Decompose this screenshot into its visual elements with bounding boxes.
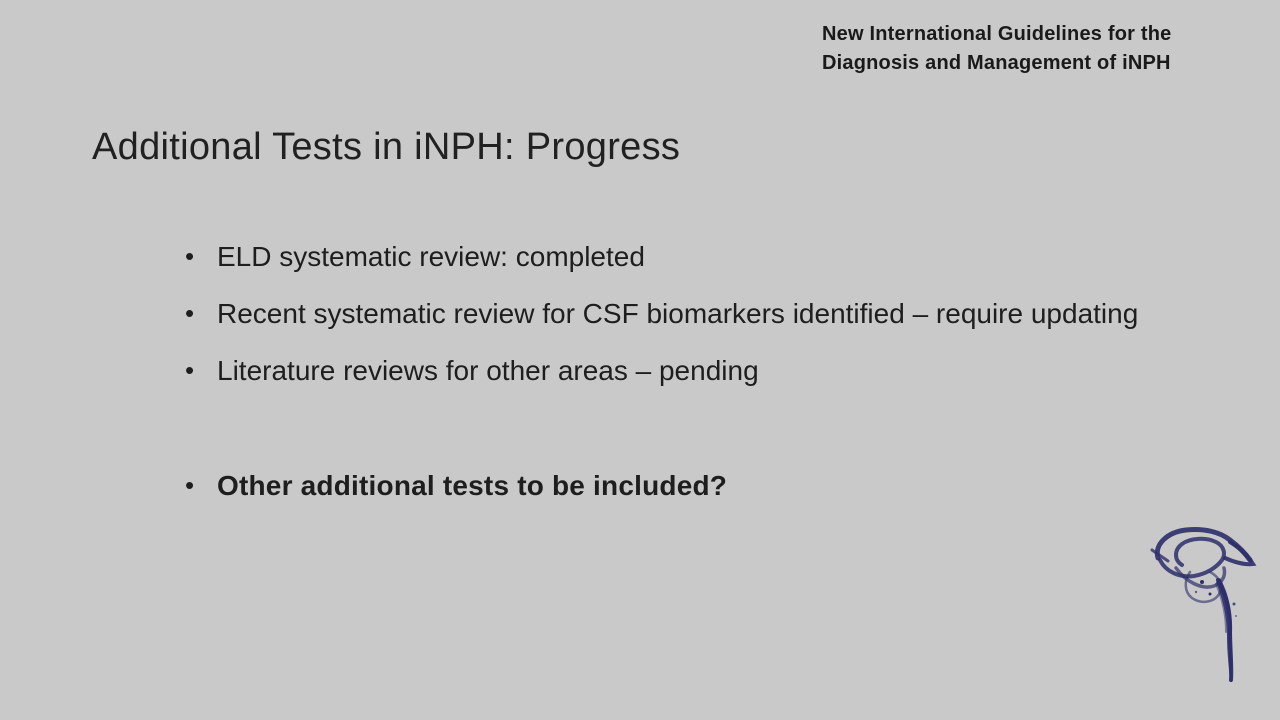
list-item: • ELD systematic review: completed	[185, 228, 1160, 285]
list-item: • Literature reviews for other areas – p…	[185, 342, 1160, 399]
bullet-text: Recent systematic review for CSF biomark…	[217, 298, 1139, 329]
bullet-icon: •	[185, 241, 195, 271]
bullet-icon: •	[185, 298, 195, 328]
bullet-icon: •	[185, 470, 195, 500]
brain-ink-logo	[1146, 520, 1258, 690]
bullet-icon: •	[185, 355, 195, 385]
bullet-list: • ELD systematic review: completed • Rec…	[185, 228, 1160, 514]
page-title: Additional Tests in iNPH: Progress	[92, 126, 681, 168]
bullet-text: ELD systematic review: completed	[217, 241, 645, 272]
header-line-2: Diagnosis and Management of iNPH	[822, 52, 1171, 74]
list-item: • Other additional tests to be included?	[185, 457, 1160, 514]
header-line-1: New International Guidelines for the	[822, 23, 1172, 45]
list-item: • Recent systematic review for CSF bioma…	[185, 285, 1160, 342]
bullet-text: Literature reviews for other areas – pen…	[217, 355, 759, 386]
slide-header: New International Guidelines for the Dia…	[822, 20, 1252, 78]
bullet-text: Other additional tests to be included?	[217, 470, 728, 501]
